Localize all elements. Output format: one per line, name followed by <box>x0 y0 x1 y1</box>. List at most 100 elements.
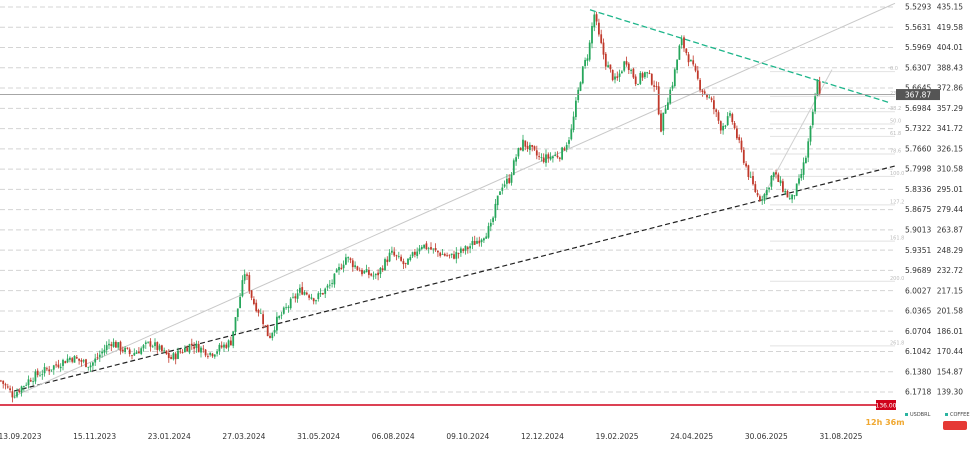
time-tick: 31.08.2025 <box>820 432 863 441</box>
candle-body <box>701 90 704 93</box>
candle-body <box>55 364 57 366</box>
candle-body <box>207 356 209 357</box>
candle-body <box>94 358 97 363</box>
candle-body <box>9 388 11 391</box>
candle-body <box>715 109 718 112</box>
candle-body <box>522 139 524 151</box>
candle-body <box>625 61 628 65</box>
candle-body <box>227 340 230 348</box>
price-tick-left: 5.9351 <box>905 246 931 255</box>
candle-body <box>333 273 336 285</box>
candle-body <box>370 273 373 276</box>
candle-body <box>170 357 172 359</box>
price-tick-left: 5.9689 <box>905 266 931 275</box>
candle-body <box>664 109 667 114</box>
candle-body <box>255 302 258 312</box>
price-tick-right: 232.72 <box>937 266 963 275</box>
candle-body <box>818 81 821 94</box>
candle-body <box>310 297 313 299</box>
candle-body <box>285 307 287 309</box>
candle-body <box>50 369 53 371</box>
candle-body <box>471 240 474 246</box>
candle-body <box>269 335 271 338</box>
candle-body <box>699 79 701 90</box>
candle-body <box>634 76 637 85</box>
candle-body <box>729 113 731 116</box>
candle-body <box>186 347 189 352</box>
candle-body <box>581 66 584 84</box>
candle-body <box>280 314 283 316</box>
candle-body <box>75 357 78 359</box>
candle-body <box>149 341 152 347</box>
price-tick-left: 5.7322 <box>905 124 931 133</box>
candle-body <box>616 76 619 78</box>
candle-body <box>756 193 759 196</box>
candle-body <box>133 353 136 356</box>
candle-body <box>71 358 74 362</box>
candle-body <box>225 344 228 348</box>
candle-body <box>29 380 32 382</box>
candle-body <box>303 292 306 295</box>
candle-body <box>338 267 340 271</box>
candle-body <box>561 147 563 160</box>
legend-swatch <box>905 413 908 416</box>
candle-body <box>264 325 267 327</box>
fib-level-label: 78.6 <box>890 148 901 154</box>
candle-body <box>66 358 69 363</box>
candles-layer <box>0 11 821 403</box>
candle-body <box>128 349 131 355</box>
price-tick-left: 6.0027 <box>905 286 931 295</box>
candle-body <box>450 253 453 255</box>
price-tick-left: 5.6307 <box>905 63 931 72</box>
candle-body <box>126 347 129 349</box>
candle-body <box>377 272 379 276</box>
candle-body <box>144 342 147 344</box>
candle-body <box>529 144 531 151</box>
candle-body <box>499 191 501 195</box>
candle-body <box>11 391 14 398</box>
candle-body <box>552 156 554 159</box>
candle-body <box>512 160 515 175</box>
candle-body <box>188 344 191 353</box>
candle-body <box>184 347 186 353</box>
candle-body <box>354 265 356 268</box>
candle-body <box>179 351 182 353</box>
candle-body <box>322 293 324 295</box>
candle-body <box>676 59 678 70</box>
candle-body <box>784 190 787 193</box>
legend-label: USDBRL <box>910 412 931 418</box>
candle-body <box>96 357 99 359</box>
candle-body <box>494 203 497 218</box>
candle-body <box>759 196 761 201</box>
candle-body <box>763 193 766 201</box>
candle-body <box>418 248 421 252</box>
candle-body <box>4 384 7 386</box>
candle-body <box>545 154 547 163</box>
price-tick-right: 419.58 <box>937 23 963 32</box>
candle-body <box>391 250 393 253</box>
fib-level-label: 100.0 <box>890 171 904 177</box>
candle-body <box>52 365 55 370</box>
candle-body <box>768 187 770 190</box>
candle-body <box>358 270 361 272</box>
fib-level-label: 50.0 <box>890 119 901 125</box>
candle-body <box>140 348 143 354</box>
candle-body <box>765 189 768 196</box>
price-tick-right: 435.15 <box>937 3 963 12</box>
candle-body <box>738 137 741 141</box>
candle-body <box>453 254 455 259</box>
legend-swatch <box>945 413 948 416</box>
price-tick-left: 5.5969 <box>905 43 931 52</box>
candle-body <box>266 324 269 337</box>
candle-body <box>726 116 729 125</box>
candle-body <box>519 147 522 151</box>
candle-body <box>147 341 149 343</box>
candle-body <box>565 145 568 150</box>
candle-body <box>216 351 218 354</box>
candle-body <box>239 297 241 308</box>
candle-body <box>591 26 593 44</box>
candle-body <box>393 251 396 256</box>
price-tick-right: 248.29 <box>937 246 963 255</box>
candle-body <box>754 184 757 192</box>
